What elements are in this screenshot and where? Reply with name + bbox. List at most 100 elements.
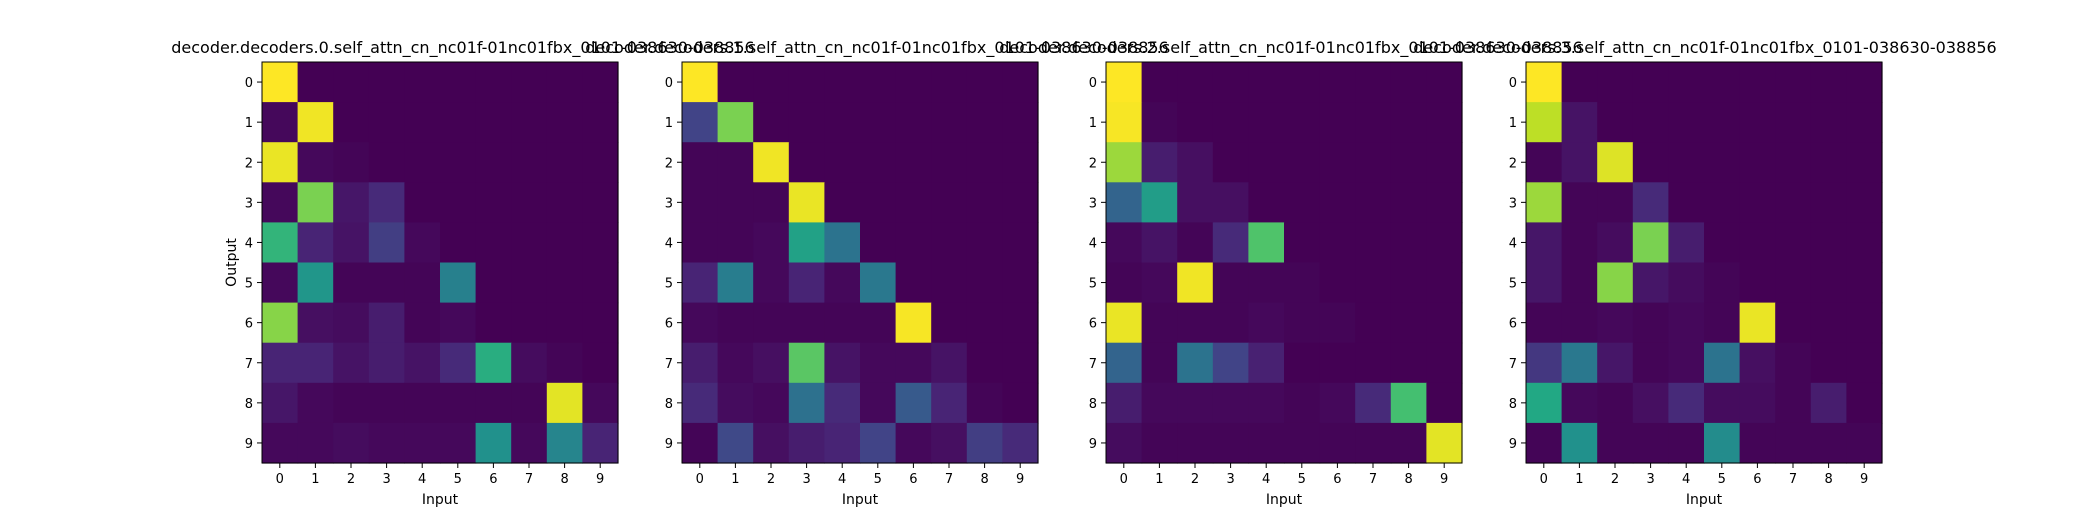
heatmap-cell	[1561, 142, 1598, 183]
heatmap-cell	[788, 302, 825, 344]
heatmap-cell	[1390, 142, 1427, 183]
heatmap-cell	[511, 62, 548, 103]
heatmap-cell	[1561, 182, 1598, 223]
heatmap-cell	[1212, 102, 1249, 143]
heatmap-cell	[1248, 62, 1285, 103]
heatmap-cell	[1632, 182, 1669, 223]
heatmap-cell	[582, 422, 619, 464]
y-tick-label: 2	[665, 156, 673, 171]
heatmap-cell	[1141, 182, 1178, 223]
heatmap-cell	[475, 142, 512, 183]
heatmap-cell	[788, 222, 825, 264]
heatmap-cell	[1526, 182, 1563, 223]
heatmap-cell	[1561, 422, 1598, 464]
heatmap-cell	[546, 302, 583, 344]
y-tick-label: 1	[665, 116, 673, 131]
heatmap-cell	[717, 262, 754, 304]
heatmap-cell	[1426, 302, 1463, 344]
heatmap-cell	[1212, 62, 1249, 103]
heatmap-cell	[582, 142, 619, 183]
heatmap-cell	[1668, 182, 1705, 223]
heatmap-title: decoder.decoders.1.self_attn_cn_nc01f-01…	[585, 38, 1168, 58]
heatmap-cell	[1141, 422, 1178, 464]
heatmap-cell	[1212, 342, 1249, 384]
heatmap-cell	[1248, 102, 1285, 143]
heatmap-cell	[1106, 182, 1143, 223]
heatmap-cell	[682, 382, 719, 424]
heatmap-cell	[511, 182, 548, 223]
heatmap-cell	[440, 142, 477, 183]
heatmap-cell	[297, 342, 334, 384]
heatmap-cell	[1426, 422, 1463, 464]
y-tick-label: 0	[1089, 76, 1097, 91]
heatmap-cell	[717, 342, 754, 384]
heatmap-cell	[1319, 382, 1356, 424]
y-tick-label: 3	[245, 196, 253, 211]
heatmap-cell	[860, 342, 897, 384]
heatmap-cell	[368, 182, 405, 223]
heatmap-cell	[1810, 382, 1847, 424]
heatmap-panel-2: decoder.decoders.1.self_attn_cn_nc01f-01…	[585, 38, 1168, 508]
heatmap-cell	[404, 382, 441, 424]
heatmap-cell	[297, 142, 334, 183]
heatmap-cell	[1248, 262, 1285, 304]
heatmap-cell	[931, 262, 968, 304]
y-tick-label: 6	[665, 317, 673, 332]
heatmap-cell	[824, 302, 861, 344]
heatmap-cell	[333, 222, 370, 264]
heatmap-cell	[1319, 422, 1356, 464]
x-tick-label: 2	[1611, 472, 1619, 487]
heatmap-cell	[1810, 142, 1847, 183]
heatmap-cell	[582, 222, 619, 264]
heatmap-cell	[1319, 62, 1356, 103]
heatmap-cell	[1775, 182, 1812, 223]
heatmap-cell	[1561, 342, 1598, 384]
x-tick-label: 2	[767, 472, 775, 487]
heatmap-cell	[333, 422, 370, 464]
y-tick-label: 0	[245, 76, 253, 91]
heatmap-cell	[511, 222, 548, 264]
heatmap-cell	[1426, 222, 1463, 264]
heatmap-cell	[860, 102, 897, 143]
x-tick-label: 5	[1718, 472, 1726, 487]
x-tick-label: 4	[418, 472, 426, 487]
heatmap-cell	[404, 342, 441, 384]
heatmap-cell	[1668, 342, 1705, 384]
heatmap-cell	[297, 382, 334, 424]
heatmap-cell	[404, 302, 441, 344]
heatmap-cell	[333, 262, 370, 304]
heatmap-cell	[1177, 142, 1214, 183]
heatmap-cell	[753, 182, 790, 223]
heatmap-title: decoder.decoders.0.self_attn_cn_nc01f-01…	[171, 38, 754, 58]
heatmap-cell	[1106, 102, 1143, 143]
x-tick-label: 8	[1824, 472, 1832, 487]
x-tick-label: 4	[1262, 472, 1270, 487]
heatmap-cell	[1846, 62, 1883, 103]
heatmap-cell	[1668, 302, 1705, 344]
heatmap-cell	[1390, 262, 1427, 304]
heatmap-cell	[860, 262, 897, 304]
heatmap-cell	[1002, 382, 1039, 424]
heatmap-cell	[1319, 222, 1356, 264]
heatmap-cell	[1106, 222, 1143, 264]
heatmap-cell	[1775, 142, 1812, 183]
heatmap-cell	[1106, 262, 1143, 304]
heatmap-cell	[1704, 222, 1741, 264]
x-tick-label: 9	[596, 472, 604, 487]
heatmap-cell	[753, 102, 790, 143]
heatmap-title: decoder.decoders.2.self_attn_cn_nc01f-01…	[999, 38, 1582, 58]
x-tick-label: 0	[696, 472, 704, 487]
heatmap-cell	[546, 182, 583, 223]
heatmap-cell	[1668, 102, 1705, 143]
heatmap-cell	[753, 222, 790, 264]
heatmap-cell	[1739, 182, 1776, 223]
heatmap-cell	[931, 222, 968, 264]
heatmap-cell	[582, 102, 619, 143]
heatmap-cell	[1846, 262, 1883, 304]
x-axis-label: Input	[1686, 492, 1723, 508]
heatmap-cell	[297, 222, 334, 264]
heatmap-cell	[582, 262, 619, 304]
heatmap-cell	[404, 62, 441, 103]
heatmap-cell	[824, 222, 861, 264]
heatmap-cell	[546, 422, 583, 464]
